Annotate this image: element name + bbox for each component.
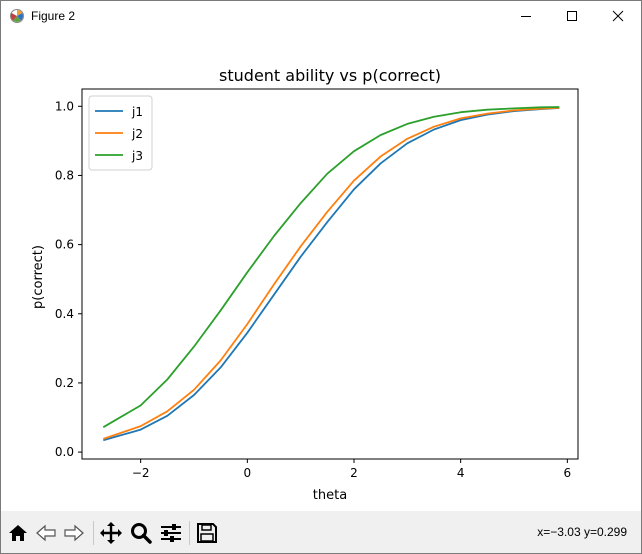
- x-tick-label: 6: [564, 466, 572, 480]
- y-tick-label: 0.6: [55, 238, 74, 252]
- back-button[interactable]: [33, 520, 59, 546]
- series-line-j3: [102, 106, 560, 428]
- legend-label: j2: [131, 127, 143, 141]
- window-title: Figure 2: [31, 9, 76, 23]
- maximize-icon: [567, 11, 577, 21]
- forward-arrow-icon: [64, 524, 84, 542]
- minimize-icon: [521, 16, 531, 17]
- title-bar[interactable]: Figure 2: [1, 1, 641, 31]
- pan-button[interactable]: [98, 520, 124, 546]
- minimize-button[interactable]: [503, 1, 549, 31]
- home-button[interactable]: [5, 520, 31, 546]
- zoom-icon: [131, 523, 152, 544]
- y-tick-label: 0.4: [55, 307, 74, 321]
- series-line-j1: [103, 107, 560, 442]
- figure-canvas[interactable]: student ability vs p(correct) theta p(co…: [1, 31, 641, 511]
- forward-button[interactable]: [61, 520, 87, 546]
- plot-frame: [81, 88, 579, 460]
- save-icon: [197, 523, 217, 543]
- cursor-coordinates: x=−3.03 y=0.299: [537, 525, 627, 539]
- back-arrow-icon: [36, 524, 56, 542]
- toolbar-separator: [93, 521, 94, 545]
- close-icon: [612, 10, 624, 22]
- toolbar-separator: [189, 521, 190, 545]
- save-button[interactable]: [194, 520, 220, 546]
- y-axis-label: p(correct): [31, 245, 46, 309]
- close-button[interactable]: [595, 1, 641, 31]
- chart-title: student ability vs p(correct): [219, 66, 441, 85]
- y-tick-label: 0.2: [55, 376, 74, 390]
- x-tick-label: 0: [244, 466, 252, 480]
- home-icon: [9, 525, 27, 541]
- matplotlib-app-icon: [9, 8, 25, 24]
- pan-icon: [100, 522, 122, 544]
- x-tick-label: 2: [350, 466, 358, 480]
- y-tick-label: 0.0: [55, 445, 74, 459]
- zoom-button[interactable]: [128, 520, 154, 546]
- y-tick-label: 0.8: [55, 168, 74, 182]
- x-axis-label: theta: [313, 488, 347, 503]
- legend-label: j3: [131, 149, 143, 163]
- legend: j1 j2 j3: [88, 95, 153, 171]
- x-tick-label: −2: [132, 466, 150, 480]
- series-line-j2: [103, 106, 560, 440]
- x-tick-label: 4: [457, 466, 465, 480]
- y-tick-label: 1.0: [55, 99, 74, 113]
- legend-label: j1: [131, 105, 143, 119]
- navigation-toolbar: x=−3.03 y=0.299: [1, 511, 641, 553]
- line-chart: student ability vs p(correct) theta p(co…: [31, 66, 579, 503]
- maximize-button[interactable]: [549, 1, 595, 31]
- configure-subplots-icon: [161, 524, 181, 542]
- configure-subplots-button[interactable]: [158, 520, 184, 546]
